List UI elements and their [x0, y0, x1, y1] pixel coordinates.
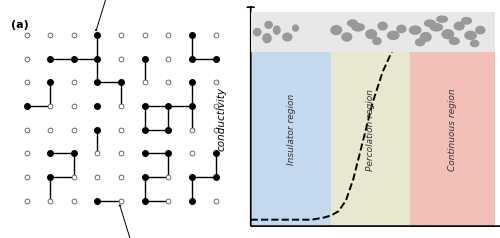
Bar: [332, 12, 413, 52]
Ellipse shape: [274, 26, 280, 34]
Text: Percolation region: Percolation region: [366, 89, 375, 171]
Ellipse shape: [292, 25, 298, 31]
Text: Lattice site: Lattice site: [112, 205, 154, 238]
Ellipse shape: [420, 33, 431, 41]
Text: Occupied site: Occupied site: [83, 0, 135, 31]
Ellipse shape: [366, 30, 376, 39]
Ellipse shape: [416, 39, 424, 46]
Bar: [414, 12, 495, 52]
Ellipse shape: [348, 20, 358, 26]
Ellipse shape: [462, 18, 471, 24]
Text: Continuous region: Continuous region: [448, 88, 457, 171]
Ellipse shape: [397, 25, 406, 33]
Ellipse shape: [470, 40, 478, 47]
Text: (a): (a): [11, 20, 29, 30]
Text: Insulator region: Insulator region: [286, 94, 296, 165]
Ellipse shape: [331, 26, 342, 35]
Ellipse shape: [265, 21, 272, 28]
Ellipse shape: [388, 31, 399, 40]
Ellipse shape: [263, 34, 271, 43]
Ellipse shape: [437, 16, 448, 22]
Ellipse shape: [465, 31, 476, 40]
Ellipse shape: [378, 22, 387, 30]
Ellipse shape: [476, 26, 485, 34]
Ellipse shape: [450, 38, 459, 45]
Ellipse shape: [373, 38, 381, 45]
Ellipse shape: [442, 30, 454, 39]
Ellipse shape: [254, 29, 261, 36]
Bar: [332, 12, 409, 226]
Bar: [250, 12, 332, 52]
Ellipse shape: [430, 24, 442, 31]
Text: conductivity: conductivity: [216, 87, 226, 151]
Ellipse shape: [342, 33, 351, 41]
Ellipse shape: [424, 20, 435, 26]
Ellipse shape: [454, 22, 464, 30]
Ellipse shape: [410, 26, 421, 34]
Ellipse shape: [283, 33, 292, 41]
Ellipse shape: [352, 24, 364, 31]
Bar: [250, 12, 332, 226]
Bar: [410, 12, 495, 226]
